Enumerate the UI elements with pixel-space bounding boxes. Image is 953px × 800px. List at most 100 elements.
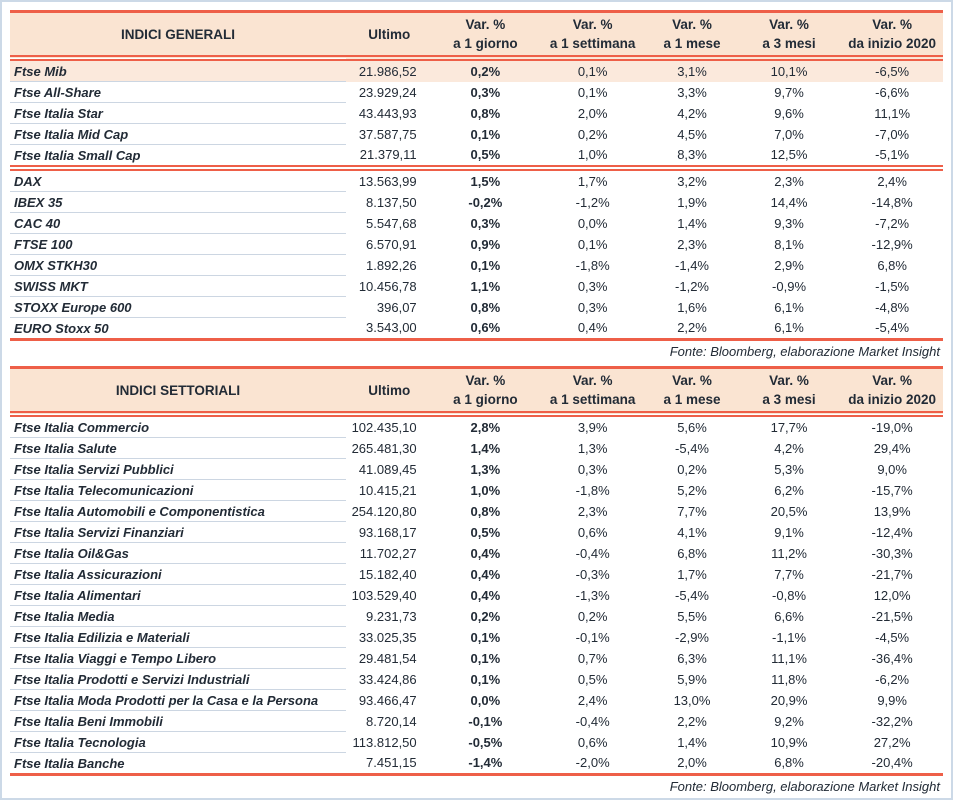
var-value: -6,6% [875,84,910,100]
var-value: 2,0% [577,105,608,121]
indici-generali-body: Ftse Mib 21.986,52 0,2% 0,1% 3,1% 10,1% -6,5% F… [10,58,943,340]
var-value: 0,1% [538,58,648,82]
var-value: 1,7% [677,566,707,582]
var-label: Var. % [872,17,913,32]
table-row: Ftse Italia Moda Prodotti per la Casa e … [10,689,943,711]
ultimo-value: 396,07 [376,299,417,315]
var-value: 2,4% [877,173,907,189]
var-value: 0,2% [577,126,608,142]
var-value: 20,9% [770,692,808,708]
var-value: 13,9% [873,503,911,519]
table-title-indici-generali: INDICI GENERALI [10,11,346,61]
var-value: 0,4% [577,320,608,336]
var-value: 0,5% [577,671,608,687]
var-label: Var. % [465,17,506,32]
ultimo-value: 33.025,35 [358,629,417,645]
var-value: 0,7% [577,650,608,666]
var-value: 2,3% [774,173,804,189]
var-value: 3,1% [647,58,737,82]
var-value: 5,5% [677,608,707,624]
var-value: -0,8% [772,587,807,603]
table-row: Ftse Italia Star 43.443,93 0,8% 2,0% 4,2% 9,6… [10,102,943,124]
var-value: 17,7% [770,419,808,435]
var-value: 2,2% [677,713,707,729]
var-value: 1,3% [470,461,501,477]
col-header-var-inizio-2020: Var. % da inizio 2020 [841,11,943,61]
var-value: -21,5% [871,608,913,624]
ultimo-value: 8.720,14 [366,713,417,729]
var-value: 9,0% [877,461,907,477]
var-value: 0,1% [470,257,501,273]
ultimo-value: 37.587,75 [358,126,417,142]
index-name: SWISS MKT [10,275,346,297]
var-value: 11,1% [874,105,911,121]
col-header-var-1-mese: Var. % a 1 mese [647,11,737,61]
col-header-ultimo: Ultimo [345,11,433,61]
table-row: Ftse Italia Tecnologia 113.812,50 -0,5% 0,6… [10,731,943,753]
ultimo-value: 10.456,78 [358,278,417,294]
var-value: 0,1% [470,629,501,645]
var-value: 29,4% [873,440,911,456]
var-value: 0,5% [432,144,539,171]
var-value: 11,2% [771,545,807,561]
var-value: 2,4% [577,692,608,708]
var-value: 10,1% [736,58,842,82]
ultimo-value: 8.137,50 [366,194,417,210]
var-label: Var. % [572,373,613,388]
var-value: -0,3% [575,566,610,582]
var-value: -1,4% [675,257,709,273]
var-value: 0,4% [470,545,501,561]
var-value: 0,0% [577,215,608,231]
var-value: 5,6% [677,419,707,435]
table-row: Ftse Italia Small Cap 21.379,11 0,5% 1,0% 8,… [10,144,943,171]
ultimo-value: 21.986,52 [345,58,433,82]
var-value: 5,9% [677,671,707,687]
var-sub-label: a 1 settimana [549,36,636,51]
col-header-var-inizio-2020: Var. % da inizio 2020 [841,367,943,417]
table-row: Ftse Italia Automobili e Componentistica… [10,500,943,522]
var-value: 0,8% [470,105,501,121]
index-name: Ftse Italia Automobili e Componentistica [10,500,346,522]
ultimo-value: 15.182,40 [358,566,417,582]
var-value: -5,4% [875,320,910,336]
col-header-var-1-settimana: Var. % a 1 settimana [538,367,648,417]
var-sub-label: a 1 mese [663,392,721,407]
index-name: EURO Stoxx 50 [14,320,109,336]
var-value: 0,2% [577,608,608,624]
var-value: 3,9% [577,419,608,435]
table-row: Ftse Italia Salute 265.481,30 1,4% 1,3% -5,4… [10,437,943,459]
var-value: -1,5% [875,278,910,294]
table-row: Ftse Italia Mid Cap 37.587,75 0,1% 0,2% 4,5%… [10,123,943,145]
var-value: 4,2% [774,440,804,456]
ultimo-value: 10.415,21 [358,482,417,498]
var-value: 4,2% [677,105,707,121]
var-value: 0,3% [577,299,608,315]
var-sub-label: da inizio 2020 [848,36,937,51]
index-name: Ftse Italia Alimentari [10,584,346,606]
var-value: 11,1% [771,650,807,666]
ultimo-value: 93.466,47 [358,692,417,708]
table-row: Ftse Italia Media 9.231,73 0,2% 0,2% 5,5% 6,6… [10,605,943,627]
ultimo-value: 1.892,26 [366,257,417,273]
col-header-var-1-mese: Var. % a 1 mese [647,367,737,417]
var-value: -4,5% [875,629,910,645]
var-value: 9,6% [774,105,804,121]
var-value: -15,7% [871,482,913,498]
var-value: 1,4% [470,440,501,456]
index-name: Ftse Italia Beni Immobili [10,710,346,732]
index-name: Ftse Italia Assicurazioni [10,563,346,585]
var-value: -7,2% [875,215,910,231]
ultimo-value: 5.547,68 [366,215,417,231]
var-value: -21,7% [871,566,913,582]
var-value: 0,3% [577,278,608,294]
index-name: CAC 40 [10,212,346,234]
table-row: IBEX 35 8.137,50 -0,2% -1,2% 1,9% 14,4% -14,8% [10,191,943,213]
var-value: 0,3% [470,215,501,231]
var-sub-label: a 1 giorno [453,36,518,51]
var-value: 6,3% [677,650,707,666]
var-value: 3,3% [677,84,707,100]
var-value: -1,2% [575,194,610,210]
ultimo-value: 41.089,45 [358,461,417,477]
var-value: 14,4% [770,194,808,210]
var-value: 0,2% [432,58,539,82]
